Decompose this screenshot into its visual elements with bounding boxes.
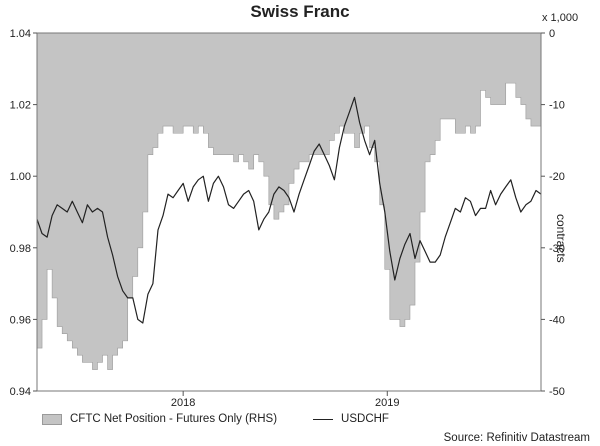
right-tick-label: -10 [549,100,565,112]
cftc-net-position-area [36,32,542,370]
usdchf-line [36,96,542,324]
legend: CFTC Net Position - Futures Only (RHS) U… [42,413,389,425]
legend-swatch-line [313,418,334,420]
left-tick-label: 1.02 [10,100,31,112]
chart-title: Swiss Franc [250,2,350,21]
axes-layer: 0.94 0.96 0.98 1.00 1.02 1.04 -50 -40 -30 -20 -10 0… [10,28,565,409]
plot-border [36,32,542,392]
left-tick-label: 1.00 [10,171,31,183]
left-tick-label: 1.04 [10,28,31,40]
right-tick-label: -20 [549,171,565,183]
right-tick-label: -50 [549,386,565,398]
right-tick-label: 0 [549,28,555,40]
x-tick-label: 2019 [375,397,399,409]
line-series-layer [36,96,542,324]
left-tick-label: 0.98 [10,243,31,255]
area-series-layer [36,32,542,370]
left-tick-label: 0.94 [10,386,31,398]
legend-swatch-area [42,413,62,425]
legend-label-usdchf: USDCHF [341,413,389,425]
right-tick-label: -40 [549,314,565,326]
legend-label-cftc: CFTC Net Position - Futures Only (RHS) [70,413,278,425]
source-note: Source: Refinitiv Datastream [443,432,590,444]
right-tick-label: -30 [549,243,565,255]
x-tick-label: 2018 [171,397,195,409]
left-tick-label: 0.96 [10,314,31,326]
right-axis-units: x 1,000 [542,12,579,24]
